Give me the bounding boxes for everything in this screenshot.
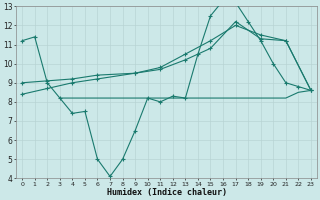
- X-axis label: Humidex (Indice chaleur): Humidex (Indice chaleur): [107, 188, 227, 197]
